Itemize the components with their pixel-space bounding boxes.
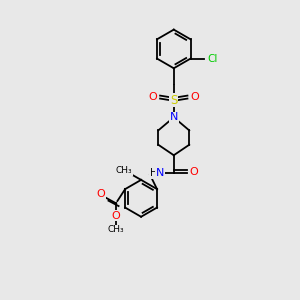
Text: O: O bbox=[112, 211, 121, 221]
Text: CH₃: CH₃ bbox=[116, 167, 133, 176]
Text: S: S bbox=[170, 94, 178, 106]
Text: O: O bbox=[96, 189, 105, 199]
Text: N: N bbox=[169, 112, 178, 122]
Text: Cl: Cl bbox=[207, 54, 217, 64]
Text: CH₃: CH₃ bbox=[108, 225, 124, 234]
Text: O: O bbox=[190, 92, 199, 102]
Text: O: O bbox=[190, 167, 198, 177]
Text: N: N bbox=[156, 168, 164, 178]
Text: O: O bbox=[148, 92, 157, 102]
Text: H: H bbox=[150, 168, 157, 178]
